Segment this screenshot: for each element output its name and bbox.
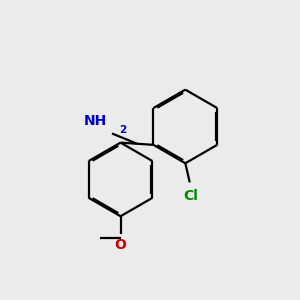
- Text: Cl: Cl: [183, 189, 198, 203]
- Text: O: O: [115, 238, 127, 252]
- Text: 2: 2: [119, 124, 126, 135]
- Text: NH: NH: [83, 114, 107, 128]
